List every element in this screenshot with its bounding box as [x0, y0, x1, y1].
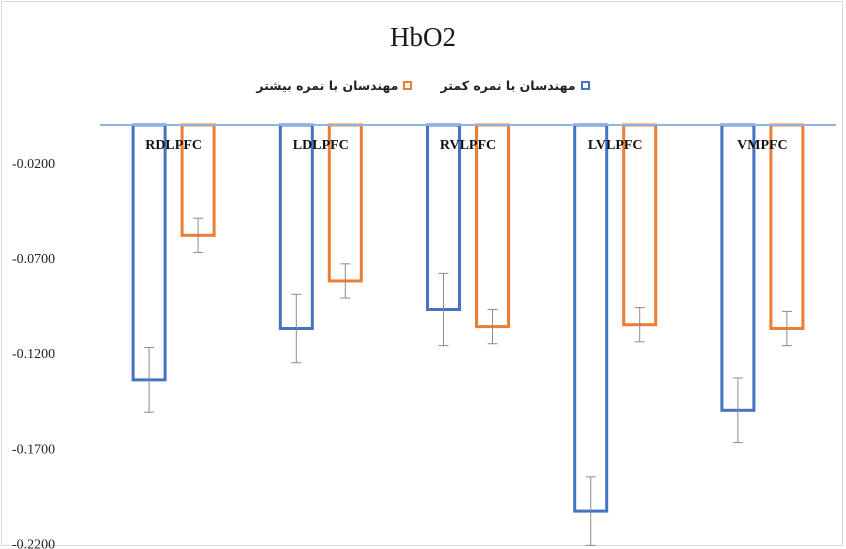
y-tick-label: -0.0700: [12, 252, 55, 267]
bar-ldlpfc-series-2: [327, 123, 363, 283]
y-tick-label: -0.2200: [12, 537, 55, 549]
y-tick-label: -0.1200: [12, 347, 55, 362]
y-tick-label: -0.1700: [12, 442, 55, 457]
category-label: RVLPFC: [440, 138, 496, 153]
category-label: LVLPFC: [588, 138, 643, 153]
legend: مهندسان با نمره کمتر مهندسان با نمره بیش…: [0, 78, 846, 93]
bar-lvlpfc-series-2: [622, 123, 658, 327]
category-label: RDLPFC: [145, 138, 202, 153]
legend-label-lower-score: مهندسان با نمره کمتر: [440, 78, 576, 93]
bar-vmpfc-series-2: [769, 123, 805, 331]
category-label: VMPFC: [737, 138, 788, 153]
chart-title: HbO2: [390, 22, 456, 52]
bar-rvlpfc-series-2: [475, 123, 510, 329]
legend-item-lower-score: مهندسان با نمره کمتر: [440, 78, 590, 93]
bar-vmpfc-series-1: [720, 123, 756, 412]
legend-item-higher-score: مهندسان با نمره بیشتر: [256, 78, 413, 93]
y-tick-label: -0.0200: [12, 157, 55, 172]
legend-swatch-higher-score: [403, 81, 413, 90]
bar-lvlpfc-series-1: [573, 123, 609, 513]
legend-swatch-lower-score: [580, 81, 590, 90]
bar-rdlpfc-series-1: [131, 123, 167, 382]
legend-label-higher-score: مهندسان با نمره بیشتر: [256, 78, 399, 93]
category-label: LDLPFC: [293, 138, 349, 153]
